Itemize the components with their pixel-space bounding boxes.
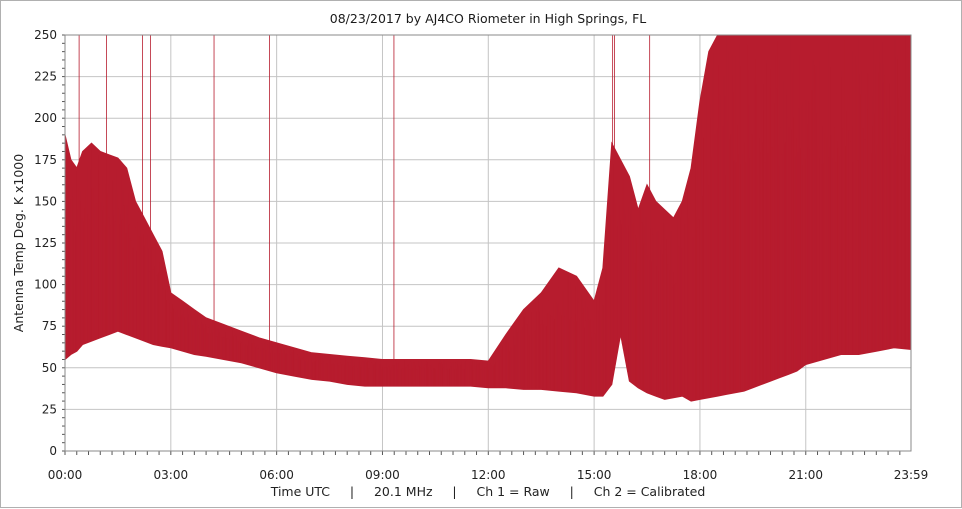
y-tick-label: 150 (34, 194, 57, 208)
y-tick-label: 100 (34, 278, 57, 292)
x-axis-footer: Time UTC | 20.1 MHz | Ch 1 = Raw | Ch 2 … (270, 484, 706, 499)
y-tick-label: 25 (42, 402, 57, 416)
y-axis-label: Antenna Temp Deg. K x1000 (11, 154, 26, 332)
x-tick-label: 00:00 (48, 468, 83, 482)
y-tick-label: 50 (42, 361, 57, 375)
y-tick-label: 175 (34, 153, 57, 167)
x-tick-label: 06:00 (259, 468, 294, 482)
data-layer (64, 34, 912, 402)
chart-title: 08/23/2017 by AJ4CO Riometer in High Spr… (330, 11, 646, 26)
x-tick-label: 21:00 (788, 468, 823, 482)
x-tick-label: 18:00 (683, 468, 718, 482)
y-tick-label: 125 (34, 236, 57, 250)
y-tick-label: 0 (49, 444, 57, 458)
x-tick-label: 12:00 (471, 468, 506, 482)
x-tick-label: 23:59 (894, 468, 929, 482)
y-tick-label: 75 (42, 319, 57, 333)
y-tick-label: 200 (34, 111, 57, 125)
x-tick-label: 03:00 (154, 468, 189, 482)
y-tick-label: 225 (34, 70, 57, 84)
axes: 0 25 50 75 100 125 150 175 200 225 250 00:00 03:00 06… (34, 28, 928, 482)
y-tick-label: 250 (34, 28, 57, 42)
x-tick-label: 15:00 (577, 468, 612, 482)
series-spikes-0 (64, 35, 912, 402)
plot-frame (64, 34, 912, 452)
x-tick-label: 09:00 (365, 468, 400, 482)
